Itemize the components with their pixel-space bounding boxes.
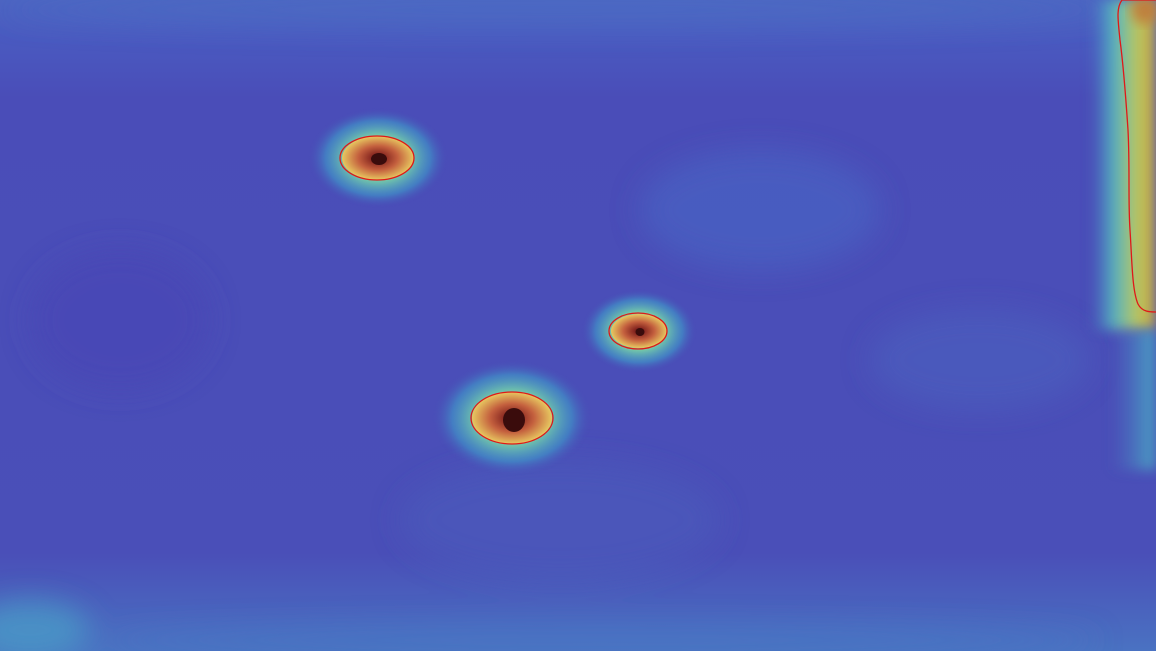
defect-contour-1 bbox=[339, 135, 415, 181]
right-edge-anomaly bbox=[1090, 0, 1156, 470]
background-texture bbox=[0, 0, 1120, 651]
defect-spot-2 bbox=[581, 289, 697, 373]
defect-spot-3 bbox=[432, 360, 592, 476]
defect-contour-2 bbox=[608, 312, 668, 350]
edge-contour bbox=[1117, 0, 1156, 313]
defect-contour-3 bbox=[470, 391, 554, 445]
defect-spot-1 bbox=[308, 108, 448, 208]
